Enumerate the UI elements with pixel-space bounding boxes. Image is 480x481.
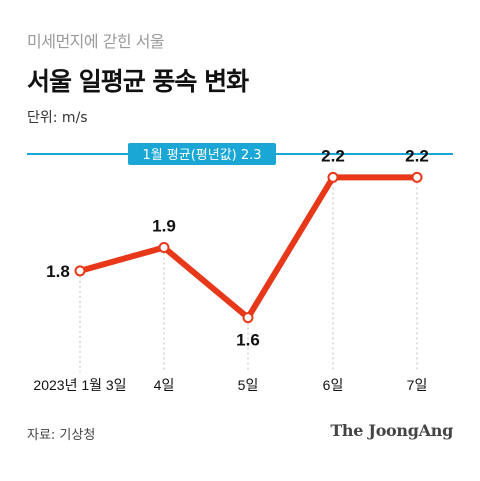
source-note: 자료: 기상청 bbox=[27, 428, 96, 443]
chart-subtitle: 미세먼지에 갇힌 서울 bbox=[27, 32, 165, 51]
x-tick-label: 2023년 1월 3일 bbox=[33, 377, 126, 393]
data-point bbox=[242, 312, 254, 324]
data-point bbox=[74, 265, 86, 277]
x-tick-label: 6일 bbox=[323, 377, 344, 393]
reference-label-text: 1월 평균(평년값) 2.3 bbox=[142, 148, 261, 163]
series-line bbox=[77, 174, 420, 321]
x-tick-labels: 2023년 1월 3일 4일 5일 6일 7일 bbox=[33, 377, 427, 393]
chart-title: 서울 일평균 풍속 변화 bbox=[27, 67, 249, 96]
unit-label: 단위: m/s bbox=[27, 110, 88, 126]
value-label: 2.2 bbox=[321, 146, 345, 165]
guide-lines bbox=[79, 177, 418, 372]
data-point bbox=[158, 242, 170, 253]
brand-logo: The JoongAng bbox=[330, 421, 453, 440]
x-tick-label: 4일 bbox=[154, 377, 175, 393]
reference-label-box bbox=[128, 143, 276, 165]
data-points bbox=[74, 171, 423, 324]
value-label: 1.8 bbox=[46, 262, 70, 281]
value-labels: 1.8 1.9 1.6 2.2 2.2 bbox=[46, 146, 429, 349]
reference-label: 1월 평균(평년값) 2.3 bbox=[128, 143, 276, 165]
x-tick-label: 7일 bbox=[407, 377, 428, 393]
value-label: 1.9 bbox=[152, 217, 176, 236]
value-label: 2.2 bbox=[405, 146, 429, 165]
data-point bbox=[327, 171, 339, 183]
value-label: 1.6 bbox=[236, 331, 260, 350]
x-tick-label: 5일 bbox=[238, 377, 259, 393]
data-point bbox=[411, 171, 423, 183]
